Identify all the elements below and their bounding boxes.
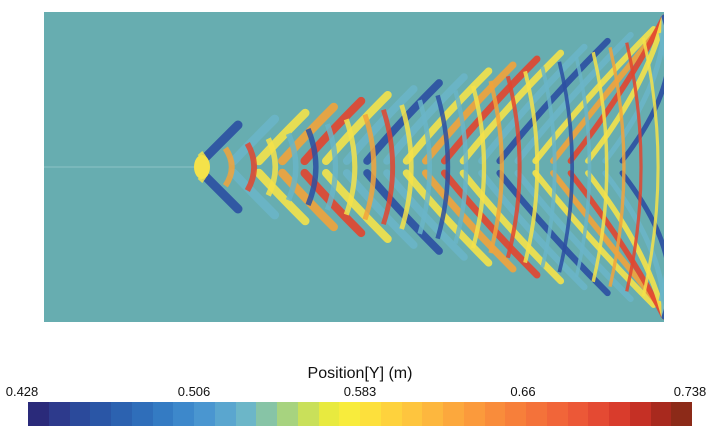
transverse-wave (324, 123, 339, 211)
colorbar-segment (297, 402, 319, 426)
wave-crest (567, 14, 664, 164)
wave-crest (321, 168, 392, 244)
transverse-wave (222, 146, 235, 188)
colorbar-segment (650, 402, 672, 426)
wave-crest (532, 26, 657, 164)
wave-crest (440, 55, 541, 165)
transverse-wave (453, 90, 469, 244)
colorbar-segment (111, 402, 132, 426)
transverse-wave (362, 113, 377, 221)
colorbar-segment (194, 402, 215, 426)
colorbar-tick-max: 0.738 (673, 384, 707, 399)
transverse-wave (557, 61, 574, 273)
wave-crest (532, 170, 657, 308)
wave-crest (619, 170, 664, 320)
colorbar-segment (339, 402, 360, 426)
colorbar-segment (90, 402, 111, 426)
colorbar-segment (609, 402, 630, 426)
transverse-wave (641, 37, 660, 297)
transverse-wave (244, 141, 257, 193)
colorbar-segment (380, 402, 402, 426)
wave-crest (421, 61, 517, 165)
colorbar-segment (214, 402, 236, 426)
transverse-wave (343, 118, 358, 216)
wave-crest (421, 169, 517, 273)
colorbar-tick-mid: 0.583 (343, 384, 377, 399)
wave-crest (459, 169, 565, 285)
colorbar-segment (526, 402, 547, 426)
colorbar-title: Position[Y] (m) (307, 365, 413, 382)
wave-crest (514, 169, 634, 303)
transverse-wave (417, 99, 433, 235)
colorbar-segment (463, 402, 485, 426)
transverse-wave (285, 132, 299, 202)
wave-crest (402, 169, 493, 267)
colorbar-segment (360, 402, 381, 426)
wave-crest (229, 168, 280, 220)
colorbar-segment (629, 402, 651, 426)
colorbar-segment (484, 402, 506, 426)
wave-crest (440, 169, 541, 279)
colorbar-segment (422, 402, 443, 426)
colorbar-segment (567, 402, 589, 426)
colorbar-segment (235, 402, 257, 426)
contour-plot (44, 12, 664, 322)
colorbar-segment (173, 402, 194, 426)
colorbar-segment (671, 402, 692, 426)
colorbar-segment (28, 402, 49, 426)
wave-crest (321, 90, 392, 166)
wave-crest (459, 49, 565, 165)
colorbar-tick-4: 0.66 (510, 384, 536, 399)
colorbar-segment (256, 402, 277, 426)
colorbar-segment (69, 402, 91, 426)
wave-crest (254, 168, 310, 226)
colorbar-segment (277, 402, 298, 426)
transverse-wave (591, 51, 609, 283)
transverse-wave (523, 70, 540, 264)
transverse-wave (399, 104, 414, 230)
wave-crest (229, 114, 280, 166)
wave-crest (619, 14, 664, 164)
transverse-wave (540, 66, 557, 268)
colorbar-segment (48, 402, 70, 426)
transverse-wave (608, 47, 626, 287)
wave-crest (602, 170, 664, 320)
transverse-wave (265, 137, 279, 197)
colorbar-segment (505, 402, 526, 426)
colorbar-segment (131, 402, 153, 426)
colorbar-tick-2: 0.506 (177, 384, 211, 399)
wave-crest (567, 170, 664, 320)
transverse-wave (470, 85, 487, 249)
transverse-wave (625, 42, 643, 292)
colorbar-segment (152, 402, 174, 426)
bow-disturbance (194, 155, 210, 179)
colorbar (28, 402, 692, 426)
wave-crest (514, 31, 634, 165)
transverse-wave (574, 56, 592, 278)
wave-crest (254, 108, 310, 166)
wave-crest (402, 67, 493, 165)
colorbar-segment (443, 402, 464, 426)
transverse-wave (305, 127, 319, 207)
colorbar-segment (588, 402, 609, 426)
transverse-wave (488, 80, 504, 254)
colorbar-segment (318, 402, 340, 426)
transverse-wave (435, 94, 451, 240)
wave-crest (602, 14, 664, 164)
transverse-wave (381, 109, 396, 225)
colorbar-tick-min: 0.428 (5, 384, 39, 399)
wave-crest (278, 168, 338, 232)
colorbar-segment (401, 402, 423, 426)
transverse-wave (505, 75, 522, 259)
colorbar-segment (546, 402, 568, 426)
wave-crest (278, 102, 338, 166)
wave-pattern (44, 14, 664, 320)
